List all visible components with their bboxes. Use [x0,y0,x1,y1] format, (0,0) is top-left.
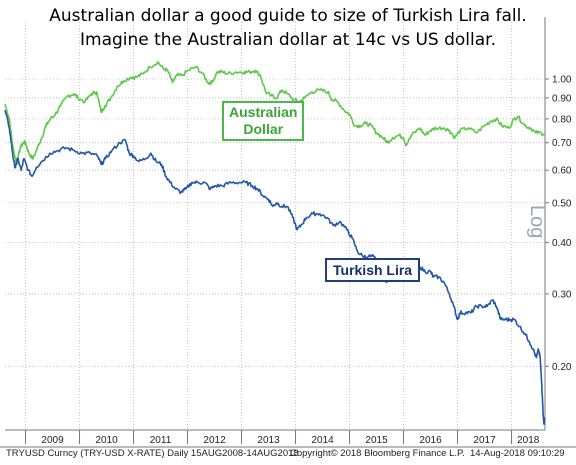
chart-title-line-1: Australian dollar a good guide to size o… [49,6,527,26]
footer-ticker: TRYUSD Curncy (TRY-USD X-RATE) Daily 15A… [6,448,299,459]
footer-timestamp: 14-Aug-2018 09:10:29 [470,448,565,459]
x-tick-label: 2010 [95,435,118,446]
y-tick-label: 1.00 [552,75,572,86]
y-tick-label: 0.30 [552,289,572,300]
series-line-australian-dollar [4,61,546,166]
y-tick-label: 0.80 [552,114,572,125]
series-label-turkish-lira: Turkish Lira [325,258,421,282]
x-tick-label: 2018 [517,435,540,446]
series-lines [4,61,546,425]
x-tick-label: 2013 [257,435,280,446]
footer-copyright: Copyright© 2018 Bloomberg Finance L.P. [290,448,465,459]
y-tick-label: 0.20 [552,362,572,373]
y-tick-label: 0.70 [552,138,572,149]
x-tick-label: 2016 [419,435,442,446]
series-label-australian-dollar: Australian Dollar [222,101,305,141]
x-tick-label: 2009 [41,435,64,446]
y-tick-label: 0.40 [552,238,572,249]
x-tick-label: 2012 [203,435,226,446]
y-tick-labels: 0.20 0.30 0.40 0.50 0.60 0.70 0.80 0.90 1.00 [552,75,572,373]
x-tick-labels: 2009 2010 2011 2012 2013 2014 2015 2016 2017 2018 [41,435,539,446]
chart-title-line-2: Imagine the Australian dollar at 14c vs … [80,30,496,50]
x-tick-label: 2017 [473,435,496,446]
x-tick-label: 2014 [311,435,334,446]
x-tick-label: 2011 [150,435,172,446]
y-tick-label: 0.50 [552,198,572,209]
x-tick-label: 2015 [365,435,388,446]
axes [0,17,576,448]
y-axis-label: Log [526,205,548,239]
series-line-turkish-lira [4,109,546,425]
y-tick-label: 0.60 [552,166,572,177]
grid [5,22,545,430]
y-tick-label: 0.90 [552,93,572,104]
